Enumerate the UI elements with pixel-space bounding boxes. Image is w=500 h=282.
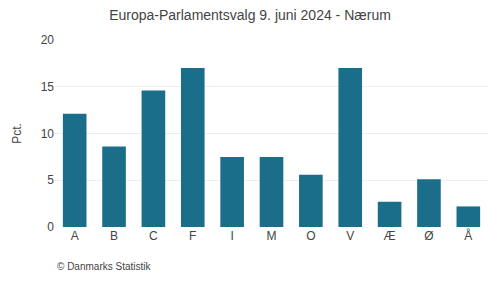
svg-text:15: 15 [41, 80, 55, 94]
svg-text:0: 0 [47, 220, 54, 234]
svg-text:M: M [267, 229, 277, 243]
svg-text:20: 20 [41, 33, 55, 47]
svg-text:V: V [346, 229, 354, 243]
svg-text:Pct.: Pct. [10, 123, 24, 144]
svg-text:© Danmarks Statistik: © Danmarks Statistik [57, 261, 152, 272]
svg-text:Europa-Parlamentsvalg 9. juni: Europa-Parlamentsvalg 9. juni 2024 - Nær… [109, 7, 391, 23]
svg-text:Æ: Æ [384, 229, 396, 243]
svg-text:F: F [189, 229, 196, 243]
svg-text:C: C [149, 229, 158, 243]
svg-text:I: I [230, 229, 233, 243]
svg-text:Ø: Ø [424, 229, 433, 243]
svg-text:10: 10 [41, 127, 55, 141]
svg-text:A: A [71, 229, 79, 243]
svg-text:Å: Å [464, 228, 472, 243]
svg-text:B: B [110, 229, 118, 243]
svg-text:5: 5 [47, 173, 54, 187]
svg-text:O: O [306, 229, 315, 243]
